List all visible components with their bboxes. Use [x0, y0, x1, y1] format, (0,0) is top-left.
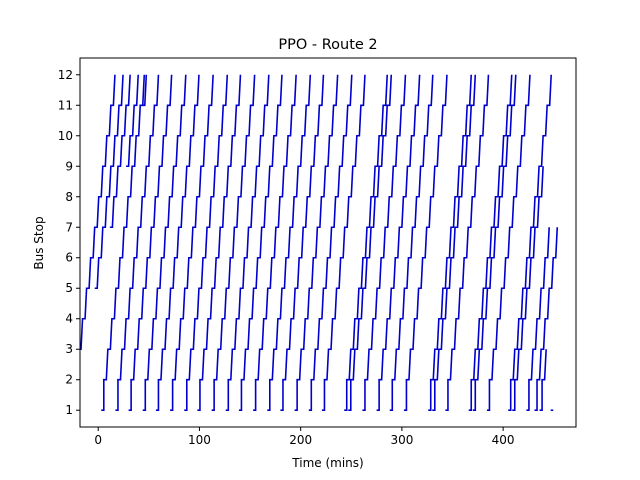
trip-line-19 — [280, 74, 325, 412]
trip-line-12 — [184, 74, 229, 412]
trip-line-7 — [115, 74, 160, 412]
trip-line-33 — [472, 74, 517, 412]
trip-line-21 — [308, 74, 353, 412]
trip-line-9 — [142, 74, 187, 412]
trip-line-32 — [468, 74, 513, 412]
trip-line-35 — [508, 74, 552, 412]
trip-line-37 — [526, 227, 550, 412]
y-axis-label: Bus Stop — [32, 216, 46, 269]
trip-line-28 — [403, 74, 448, 412]
y-tick-label: 4 — [65, 312, 73, 326]
y-tick-label: 7 — [65, 220, 73, 234]
x-tick-label: 0 — [94, 433, 102, 447]
trip-line-24 — [348, 74, 393, 412]
y-tick-label: 3 — [65, 342, 73, 356]
trip-line-14 — [211, 74, 256, 412]
trip-line-6 — [101, 74, 146, 412]
trip-line-20 — [294, 74, 339, 412]
chart-title: PPO - Route 2 — [278, 37, 377, 53]
trip-line-8 — [128, 74, 173, 412]
trip-line-29 — [428, 74, 473, 412]
y-tick-label: 2 — [65, 373, 73, 387]
x-axis: 0 100 200 300 400 — [94, 427, 515, 447]
trip-line-31 — [445, 74, 490, 412]
x-axis-label: Time (mins) — [291, 456, 363, 470]
trip-line-4 — [94, 74, 124, 290]
trip-line-27 — [389, 74, 434, 412]
y-tick-label: 12 — [58, 68, 73, 82]
trip-line-30 — [432, 74, 477, 412]
trip-line-25 — [362, 74, 407, 412]
x-tick-label: 300 — [390, 433, 413, 447]
y-tick-label: 11 — [58, 98, 73, 112]
trip-line-22 — [321, 74, 366, 412]
y-tick-label: 10 — [58, 129, 73, 143]
trip-line-13 — [197, 74, 242, 412]
plot-frame — [79, 57, 577, 428]
trip-line-11 — [170, 74, 214, 412]
y-tick-label: 9 — [65, 159, 73, 173]
trip-line-38 — [534, 227, 559, 412]
trip-line-2 — [126, 74, 139, 168]
trip-line-18 — [267, 74, 312, 412]
trip-line-23 — [344, 74, 389, 412]
y-tick-label: 5 — [65, 281, 73, 295]
trip-line-26 — [376, 74, 421, 412]
trip-line-16 — [238, 74, 283, 412]
trip-line-15 — [225, 74, 270, 412]
series-layer — [80, 74, 559, 412]
trip-line-36 — [512, 166, 544, 412]
trip-line-10 — [155, 74, 200, 412]
x-tick-label: 100 — [188, 433, 211, 447]
y-tick-label: 1 — [65, 403, 73, 417]
x-tick-label: 400 — [492, 433, 515, 447]
trip-line-3 — [109, 74, 131, 229]
trip-line-17 — [253, 74, 297, 412]
trip-line-5 — [80, 74, 116, 351]
y-tick-label: 8 — [65, 190, 73, 204]
trip-line-34 — [486, 74, 531, 412]
x-tick-label: 200 — [289, 433, 312, 447]
y-tick-label: 6 — [65, 251, 73, 265]
trip-line-39 — [539, 349, 547, 412]
